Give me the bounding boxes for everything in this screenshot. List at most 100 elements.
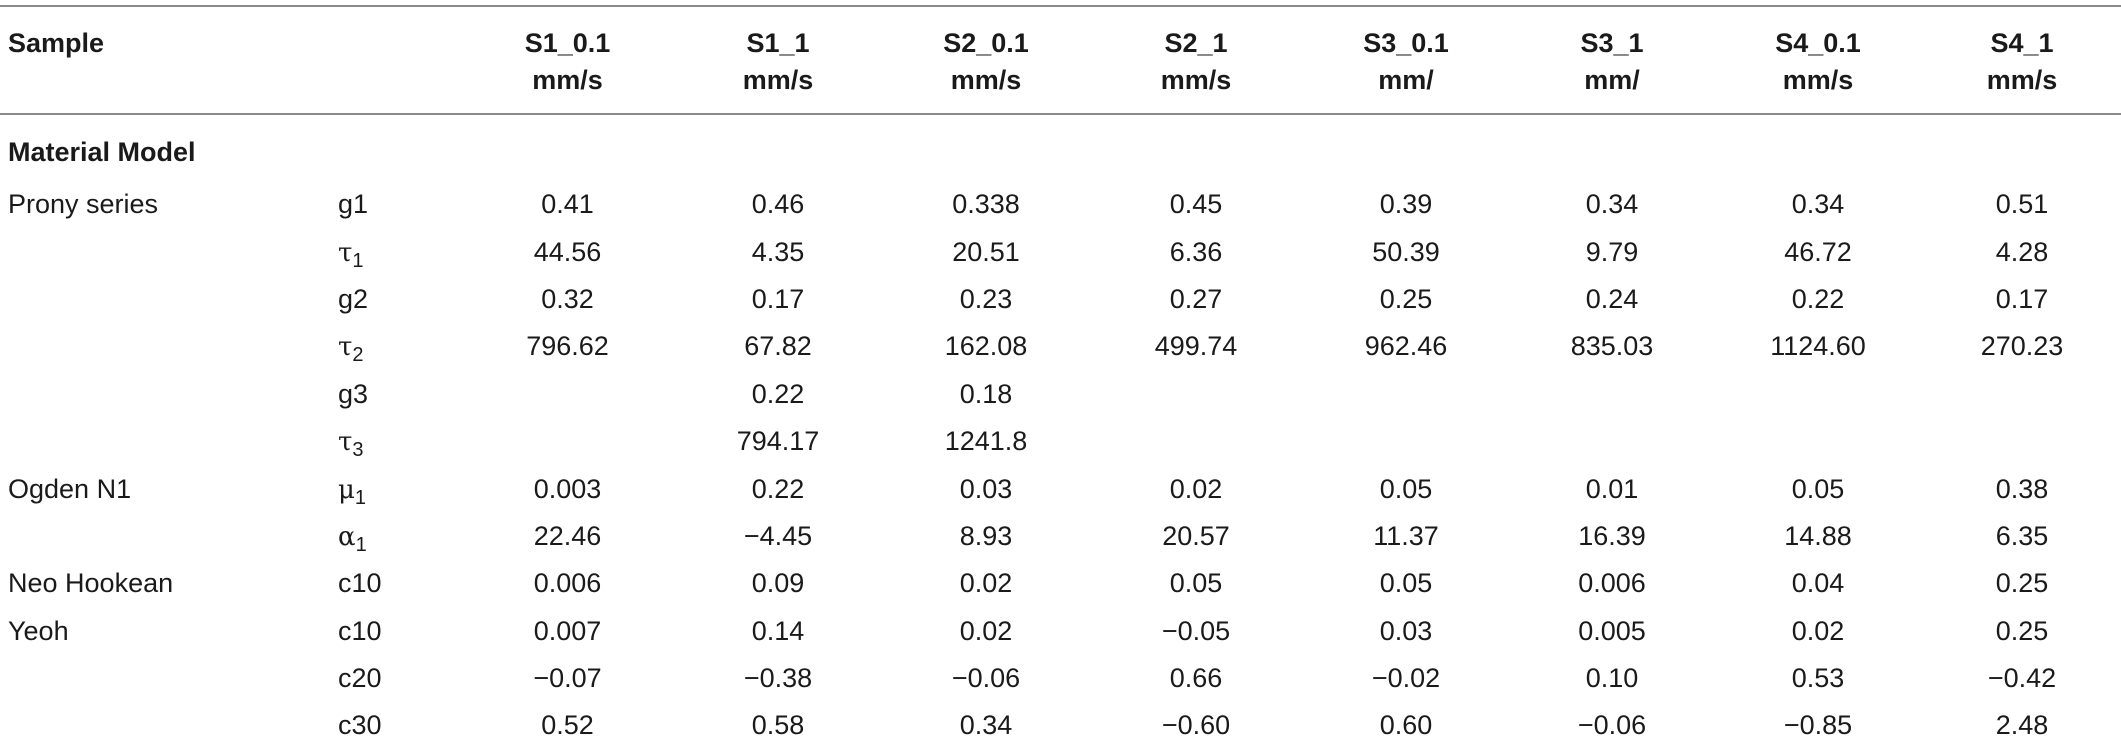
value-cell [1091, 418, 1301, 465]
model-name-cell [0, 276, 312, 323]
header-line-1: S1_0.1 [524, 28, 611, 58]
value-cell [1091, 371, 1301, 418]
table-row: Yeoh c10 0.007 0.14 0.02 −0.05 0.03 0.005 0.02 0.… [0, 608, 2121, 655]
header-line-2: mm/s [1160, 65, 1232, 95]
parameter-symbol-base: τ [338, 427, 353, 458]
value-cell: 0.39 [1379, 189, 1433, 220]
value-cell: 4.28 [1995, 236, 2049, 267]
value-cell: 0.38 [1995, 473, 2049, 504]
model-name-cell [0, 418, 312, 465]
parameter-cell: c30 [338, 710, 382, 741]
table-row: Neo Hookean c10 0.006 0.09 0.02 0.05 0.05 0.006… [0, 560, 2121, 607]
value-cell: 0.02 [959, 568, 1013, 599]
value-cell: 0.51 [1995, 189, 2049, 220]
header-line-2: mm/s [532, 65, 603, 95]
header-line-1: S4_1 [1990, 28, 2054, 58]
value-cell: 0.32 [541, 283, 594, 314]
value-cell: 0.09 [751, 568, 805, 599]
value-cell [1923, 371, 2121, 418]
value-cell: 22.46 [533, 520, 602, 551]
value-cell: 0.17 [751, 283, 805, 314]
value-cell: 20.57 [1162, 520, 1230, 551]
table-row: g3 0.22 0.18 [0, 371, 2121, 418]
parameter-cell: g2 [338, 283, 369, 314]
value-cell: −0.05 [1161, 615, 1231, 646]
header-line-2: mm/s [742, 65, 814, 95]
value-cell: 835.03 [1570, 331, 1654, 362]
value-cell: 0.003 [533, 473, 602, 504]
parameter-subscript: 1 [355, 533, 367, 556]
value-cell: 16.39 [1578, 520, 1646, 551]
parameter-cell: τ1 [312, 228, 460, 275]
header-column: S3_1 mm/ [1511, 5, 1713, 115]
value-cell: 0.22 [1791, 283, 1845, 314]
header-line-1: S3_1 [1580, 28, 1644, 58]
value-cell: 0.18 [959, 378, 1013, 409]
value-cell: −0.38 [743, 663, 813, 694]
header-column: S3_0.1 mm/ [1301, 5, 1511, 115]
value-cell: 0.23 [959, 283, 1013, 314]
value-cell [1713, 371, 1923, 418]
value-cell: 0.14 [751, 615, 805, 646]
value-cell: 0.10 [1585, 663, 1639, 694]
value-cell: 2.48 [1995, 710, 2049, 741]
value-cell: 0.03 [959, 473, 1013, 504]
value-cell: 0.02 [1169, 473, 1223, 504]
value-cell: 4.35 [751, 236, 805, 267]
table-row: α1 22.46 −4.45 8.93 20.57 11.37 16.39 14.88 6.35 [0, 513, 2121, 560]
parameter-subscript: 1 [352, 249, 364, 272]
parameter-cell: c10 [338, 568, 382, 599]
value-cell: −4.45 [743, 520, 813, 551]
value-cell: 0.46 [751, 189, 805, 220]
value-cell: −0.60 [1161, 710, 1231, 741]
model-name-cell [0, 655, 312, 702]
parameter-symbol: τ3 [338, 427, 364, 460]
table-row: c20 −0.07 −0.38 −0.06 0.66 −0.02 0.10 0.53 −0.42 [0, 655, 2121, 702]
table-row: g2 0.32 0.17 0.23 0.27 0.25 0.24 0.22 0.17 [0, 276, 2121, 323]
value-cell: 0.01 [1585, 473, 1639, 504]
model-name-cell [0, 513, 312, 560]
section-title: Material Model [8, 136, 196, 167]
value-cell: 0.02 [1791, 615, 1845, 646]
parameter-symbol-base: τ [338, 237, 353, 268]
header-line-1: S4_0.1 [1775, 28, 1861, 58]
value-cell: 0.02 [959, 615, 1013, 646]
value-cell: 0.66 [1169, 663, 1223, 694]
value-cell: 0.006 [1578, 568, 1646, 599]
value-cell: 794.17 [736, 426, 820, 457]
value-cell: 499.74 [1154, 331, 1238, 362]
parameter-cell: α1 [312, 513, 460, 560]
value-cell: 0.17 [1995, 283, 2049, 314]
parameter-cell: c20 [338, 663, 382, 694]
value-cell: 1241.8 [944, 426, 1028, 457]
value-cell: 0.52 [541, 710, 594, 741]
value-cell: 0.58 [751, 710, 805, 741]
parameter-cell: τ2 [312, 323, 460, 370]
value-cell: −0.42 [1987, 663, 2057, 694]
header-line-2: mm/s [950, 65, 1022, 95]
header-line-2: mm/ [1378, 65, 1434, 95]
parameter-symbol-base: α [338, 521, 356, 552]
value-cell: 44.56 [533, 236, 602, 267]
header-column: S1_1 mm/s [675, 5, 881, 115]
parameter-subscript: 2 [352, 344, 364, 367]
value-cell: 0.22 [751, 378, 805, 409]
parameter-subscript: 3 [352, 439, 364, 462]
value-cell: 270.23 [1980, 331, 2064, 362]
header-line-1: Sample [8, 28, 105, 58]
model-name-cell: Ogden N1 [8, 473, 132, 504]
parameter-cell: μ1 [312, 465, 460, 512]
value-cell: −0.06 [1577, 710, 1647, 741]
model-name-cell: Neo Hookean [8, 568, 174, 599]
value-cell: 0.05 [1169, 568, 1223, 599]
value-cell: 0.04 [1791, 568, 1845, 599]
value-cell: −0.85 [1783, 710, 1853, 741]
value-cell: 0.338 [952, 189, 1020, 220]
value-cell: 0.007 [533, 615, 602, 646]
parameter-symbol: τ1 [338, 237, 364, 271]
value-cell: 6.35 [1995, 520, 2049, 551]
header-line-2: mm/ [1584, 65, 1640, 95]
parameter-cell: g3 [338, 378, 369, 409]
value-cell [1923, 418, 2121, 465]
table-header-row: Sample S1_0.1 mm/s S1_1 mm/s S2_0.1 mm/s S2_1 mm… [0, 5, 2121, 115]
